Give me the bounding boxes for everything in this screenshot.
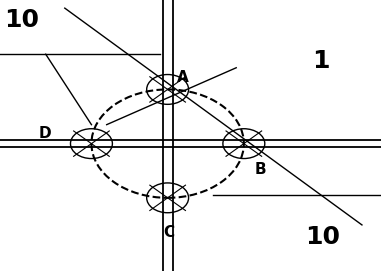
Text: 1: 1 bbox=[312, 49, 330, 73]
Text: 10: 10 bbox=[4, 8, 39, 32]
Text: D: D bbox=[39, 126, 52, 141]
Text: C: C bbox=[163, 225, 174, 240]
Text: A: A bbox=[177, 70, 189, 85]
Text: B: B bbox=[255, 162, 266, 176]
Text: 10: 10 bbox=[305, 225, 340, 249]
